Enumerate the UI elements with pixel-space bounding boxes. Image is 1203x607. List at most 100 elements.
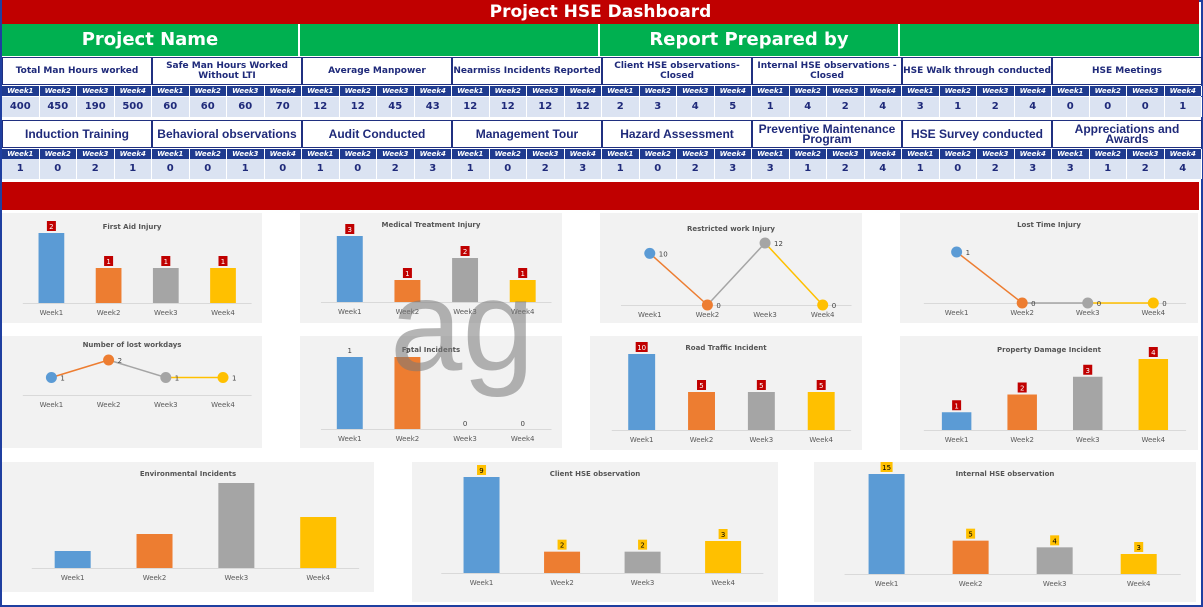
bar[interactable] (747, 392, 775, 430)
metric-value[interactable]: 2 (77, 159, 115, 179)
metric-value[interactable]: 2 (677, 159, 715, 179)
metric-value[interactable]: 3 (902, 97, 940, 117)
metric-value[interactable]: 1 (789, 159, 827, 179)
bar[interactable] (95, 268, 122, 303)
metric-value[interactable]: 1 (752, 97, 790, 117)
bar[interactable] (807, 392, 835, 430)
metric-value[interactable]: 60 (152, 97, 190, 117)
metric-value[interactable]: 0 (1127, 97, 1165, 117)
metric-value[interactable]: 1 (939, 97, 977, 117)
metric-value[interactable]: 1 (227, 159, 265, 179)
metric-value[interactable]: 3 (639, 97, 677, 117)
metric-value[interactable]: 3 (414, 159, 452, 179)
bar[interactable] (1072, 376, 1103, 430)
bar[interactable] (210, 268, 236, 303)
metric-value[interactable]: 2 (377, 159, 415, 179)
metric-value[interactable]: 3 (714, 159, 752, 179)
metric-value[interactable]: 12 (339, 97, 377, 117)
metric-value[interactable]: 1 (1164, 97, 1202, 117)
report-prepared-by-value[interactable] (900, 24, 1199, 56)
bar[interactable] (394, 280, 421, 302)
bar[interactable] (1007, 394, 1037, 431)
metric-value[interactable]: 43 (414, 97, 452, 117)
metric-value[interactable]: 3 (752, 159, 790, 179)
metric-value[interactable]: 190 (77, 97, 115, 117)
metric-value[interactable]: 0 (339, 159, 377, 179)
bar[interactable] (1036, 547, 1073, 574)
metric-value[interactable]: 2 (977, 97, 1015, 117)
metric-value[interactable]: 12 (452, 97, 490, 117)
bar[interactable] (509, 280, 536, 302)
metric-value[interactable]: 12 (489, 97, 527, 117)
bar[interactable] (300, 517, 337, 568)
line-point[interactable] (160, 372, 172, 383)
metric-value[interactable]: 0 (1052, 97, 1090, 117)
metric-value[interactable]: 4 (1014, 97, 1052, 117)
metric-value[interactable]: 0 (189, 159, 227, 179)
metric-value[interactable]: 3 (1014, 159, 1052, 179)
line-point[interactable] (644, 247, 656, 259)
metric-value[interactable]: 60 (227, 97, 265, 117)
bar[interactable] (394, 357, 421, 429)
metric-value[interactable]: 4 (789, 97, 827, 117)
metric-value[interactable]: 0 (264, 159, 302, 179)
bar[interactable] (628, 354, 656, 430)
metric-value[interactable]: 1 (114, 159, 152, 179)
metric-value[interactable]: 0 (39, 159, 77, 179)
metric-value[interactable]: 4 (864, 97, 902, 117)
line-point[interactable] (759, 237, 771, 249)
metric-value[interactable]: 12 (527, 97, 565, 117)
bar[interactable] (1120, 554, 1157, 574)
metric-value[interactable]: 12 (564, 97, 602, 117)
line-point[interactable] (1082, 297, 1094, 309)
bar[interactable] (705, 541, 742, 573)
metric-value[interactable]: 5 (714, 97, 752, 117)
line-point[interactable] (701, 299, 713, 311)
metric-value[interactable]: 2 (827, 159, 865, 179)
metric-value[interactable]: 0 (639, 159, 677, 179)
bar[interactable] (336, 236, 363, 302)
line-point[interactable] (1016, 297, 1028, 309)
bar[interactable] (452, 258, 479, 302)
bar[interactable] (38, 233, 65, 303)
metric-value[interactable]: 45 (377, 97, 415, 117)
line-point[interactable] (217, 372, 229, 383)
line-point[interactable] (103, 354, 115, 366)
metric-value[interactable]: 70 (264, 97, 302, 117)
metric-value[interactable]: 2 (827, 97, 865, 117)
metric-value[interactable]: 60 (189, 97, 227, 117)
metric-value[interactable]: 1 (602, 159, 640, 179)
bar[interactable] (152, 268, 179, 303)
bar[interactable] (624, 551, 661, 573)
line-point[interactable] (45, 372, 57, 383)
metric-value[interactable]: 4 (864, 159, 902, 179)
metric-value[interactable]: 0 (939, 159, 977, 179)
metric-value[interactable]: 1 (2, 159, 40, 179)
metric-value[interactable]: 500 (114, 97, 152, 117)
line-point[interactable] (817, 299, 829, 311)
line-point[interactable] (951, 246, 963, 258)
bar[interactable] (868, 474, 905, 574)
bar[interactable] (136, 534, 173, 568)
metric-value[interactable]: 400 (2, 97, 40, 117)
bar[interactable] (336, 357, 363, 429)
metric-value[interactable]: 2 (1127, 159, 1165, 179)
metric-value[interactable]: 2 (527, 159, 565, 179)
metric-value[interactable]: 2 (602, 97, 640, 117)
bar[interactable] (941, 412, 972, 430)
metric-value[interactable]: 3 (1052, 159, 1090, 179)
bar[interactable] (1138, 359, 1169, 430)
bar[interactable] (952, 540, 989, 574)
metric-value[interactable]: 1 (1089, 159, 1127, 179)
metric-value[interactable]: 12 (302, 97, 340, 117)
bar[interactable] (463, 477, 500, 573)
metric-value[interactable]: 0 (1089, 97, 1127, 117)
metric-value[interactable]: 1 (302, 159, 340, 179)
metric-value[interactable]: 450 (39, 97, 77, 117)
metric-value[interactable]: 0 (489, 159, 527, 179)
project-name-value[interactable] (300, 24, 600, 56)
metric-value[interactable]: 4 (1164, 159, 1202, 179)
bar[interactable] (218, 483, 255, 568)
metric-value[interactable]: 1 (452, 159, 490, 179)
metric-value[interactable]: 0 (152, 159, 190, 179)
